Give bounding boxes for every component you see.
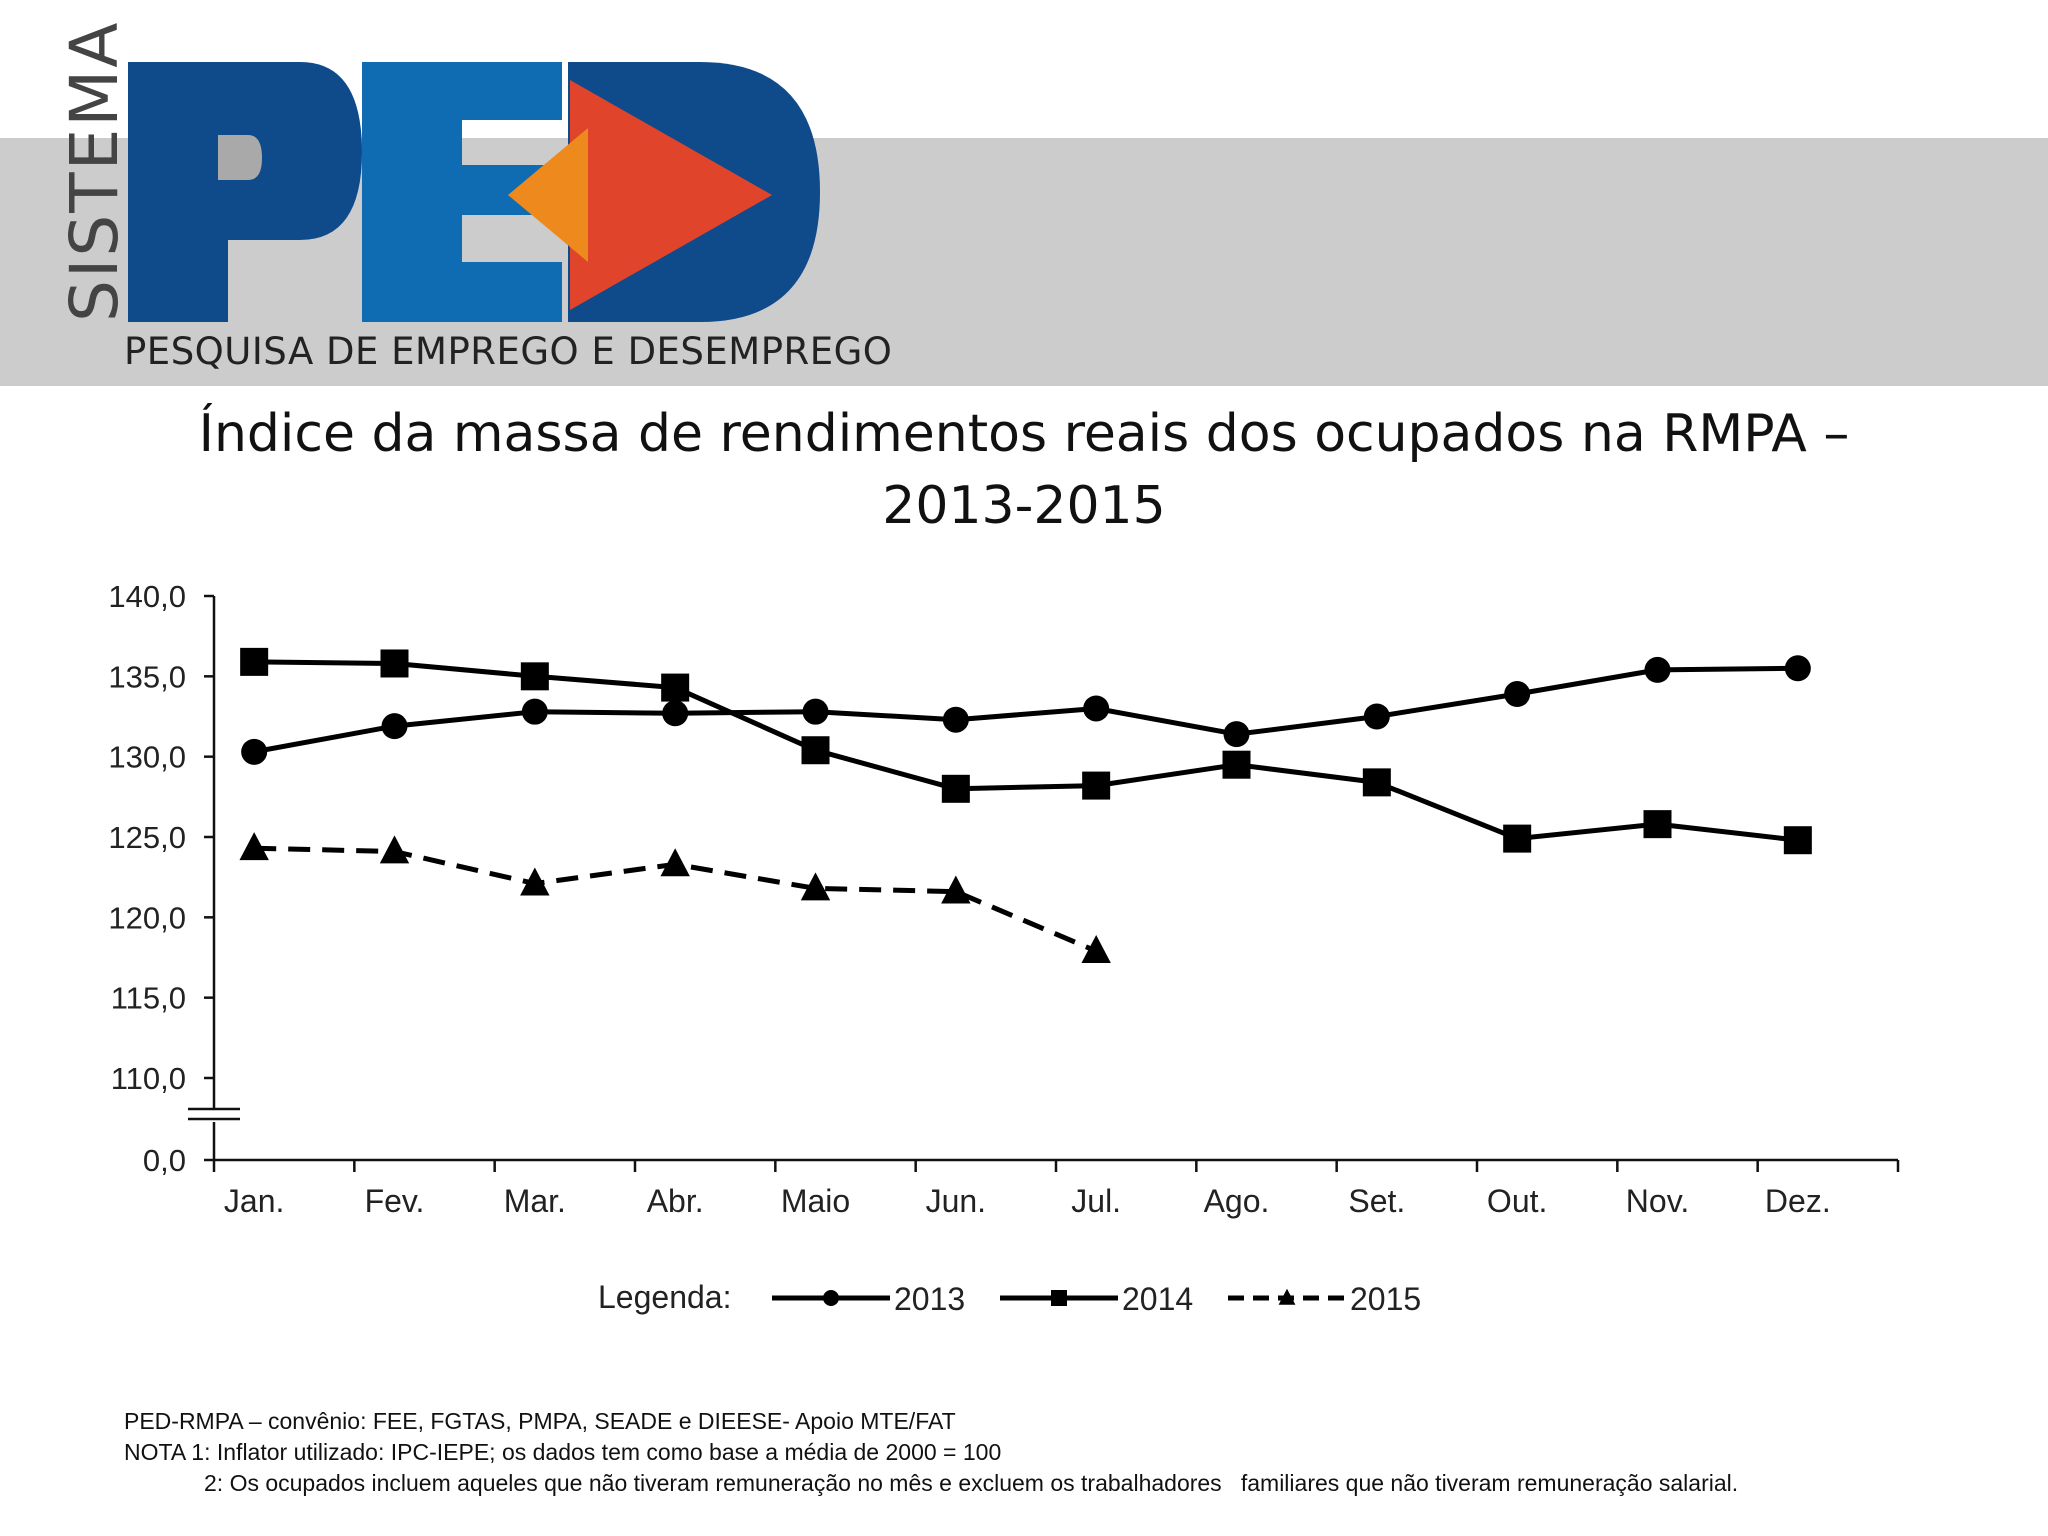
data-point-2013: [662, 700, 689, 727]
x-tick-label: Set.: [1348, 1183, 1405, 1219]
chart-title-line1: Índice da massa de rendimentos reais dos…: [198, 404, 1850, 464]
data-point-2015: [941, 875, 971, 904]
y-tick-label: 120,0: [108, 900, 186, 935]
data-point-2014: [1783, 826, 1812, 855]
series-line-2013: [253, 665, 1798, 755]
data-point-2014: [1082, 771, 1111, 800]
footnotes: PED-RMPA – convênio: FEE, FGTAS, PMPA, S…: [124, 1406, 1738, 1499]
data-point-2015: [800, 872, 831, 901]
y-tick-label: 110,0: [111, 1061, 186, 1096]
data-point-2013: [241, 738, 268, 765]
data-point-2014: [520, 662, 549, 691]
data-point-2014: [1643, 810, 1672, 839]
data-point-2014: [1362, 768, 1391, 797]
y-tick-label: 115,0: [111, 981, 186, 1016]
logo-sistema-text: SISTEMA: [56, 20, 133, 322]
x-tick-label: Dez.: [1765, 1183, 1831, 1219]
chart-title: Índice da massa de rendimentos reais dos…: [0, 398, 2048, 542]
series-line-2014: [254, 659, 1799, 843]
x-tick-label: Jan.: [224, 1183, 284, 1219]
legend-entry-2015: 2015: [1350, 1281, 1421, 1317]
line-chart: 140,0 135,0 130,0 125,0 120,0 115,0 110,0 0,0 Ja…: [108, 579, 1900, 1317]
x-tick-label: Jun.: [926, 1183, 986, 1219]
y-tick-label: 0,0: [143, 1143, 186, 1178]
data-point-2014: [661, 673, 690, 702]
data-point-2015: [520, 867, 550, 896]
x-tick-label: Abr.: [647, 1183, 704, 1219]
legend-marker-2014: [1051, 1290, 1067, 1306]
data-point-2015: [239, 832, 269, 861]
logo-orange-triangle: [508, 128, 588, 262]
logo-letter-e: [362, 62, 562, 322]
x-tick-label: Fev.: [365, 1183, 425, 1219]
x-tick-label: Nov.: [1626, 1183, 1689, 1219]
y-tick-label: 130,0: [108, 740, 186, 775]
data-point-2015: [1081, 934, 1111, 963]
legend-marker-2013: [823, 1290, 839, 1306]
data-point-2013: [1644, 656, 1671, 683]
logo-letter-p: [128, 62, 362, 322]
footnote-source: PED-RMPA – convênio: FEE, FGTAS, PMPA, S…: [124, 1408, 956, 1434]
data-point-2014: [1503, 824, 1532, 853]
legend-entry-2013: 2013: [894, 1281, 965, 1317]
data-point-2013: [802, 698, 829, 725]
data-point-2015: [660, 848, 690, 877]
data-point-2013: [381, 713, 408, 740]
data-point-2014: [1222, 750, 1251, 779]
y-tick-label: 135,0: [108, 659, 186, 694]
data-point-2013: [1223, 721, 1250, 748]
y-tick-label: 140,0: [108, 579, 186, 614]
x-tick-label: Mar.: [504, 1183, 566, 1219]
data-point-2013: [1083, 695, 1110, 722]
data-point-2014: [801, 736, 830, 765]
ped-logo: [128, 62, 820, 322]
x-tick-label: Ago.: [1204, 1183, 1270, 1219]
legend-entry-2014: 2014: [1122, 1281, 1193, 1317]
data-point-2013: [521, 698, 548, 725]
chart-title-line2: 2013-2015: [882, 476, 1166, 536]
logo-subtitle: PESQUISA DE EMPREGO E DESEMPREGO: [124, 330, 893, 373]
footnote-note1: NOTA 1: Inflator utilizado: IPC-IEPE; os…: [124, 1439, 1002, 1465]
logo-letter-p-counter: [218, 135, 262, 180]
x-tick-label: Out.: [1487, 1183, 1547, 1219]
data-point-2015: [379, 835, 410, 864]
x-tick-label: Jul.: [1071, 1183, 1121, 1219]
legend-label: Legenda:: [598, 1279, 731, 1315]
logo-red-triangle: [570, 80, 772, 310]
data-point-2014: [941, 774, 970, 803]
footnote-note2: 2: Os ocupados incluem aqueles que não t…: [204, 1470, 1739, 1496]
data-point-2013: [942, 706, 969, 733]
x-tick-label: Maio: [781, 1183, 850, 1219]
data-point-2013: [1504, 681, 1531, 708]
y-tick-label: 125,0: [108, 820, 186, 855]
data-point-2013: [1784, 655, 1811, 682]
legend-marker-2015: [1278, 1288, 1296, 1305]
data-point-2013: [1363, 703, 1390, 730]
data-point-2014: [240, 647, 269, 676]
data-point-2014: [380, 649, 409, 678]
